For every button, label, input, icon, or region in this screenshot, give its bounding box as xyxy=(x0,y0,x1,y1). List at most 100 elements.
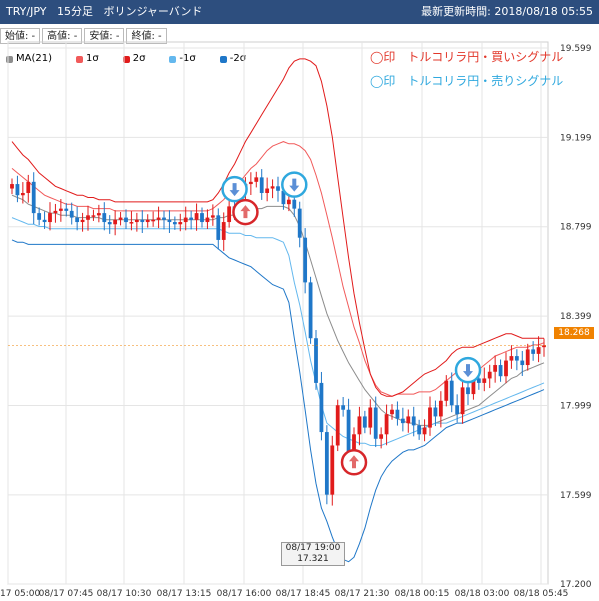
candle-body xyxy=(417,425,422,435)
candle-body xyxy=(145,219,150,223)
candle-body xyxy=(466,387,470,395)
candle-body xyxy=(10,184,14,189)
x-tick-label: 08/17 21:30 xyxy=(335,589,390,599)
candle-body xyxy=(297,208,302,238)
candle-body xyxy=(156,217,161,220)
candle-body xyxy=(286,199,291,205)
candle-body xyxy=(205,217,210,223)
candle-body xyxy=(134,219,139,223)
sell-signal-annotation: ◯印 トルコリラ円・売りシグナル xyxy=(370,74,564,88)
candle-body xyxy=(292,199,297,209)
tooltip-time: 08/17 19:00 xyxy=(285,543,341,553)
candle-body xyxy=(20,193,25,196)
x-tick-label: 17 05:00 xyxy=(0,589,41,599)
candle-body xyxy=(178,222,183,225)
down-arrow-icon xyxy=(229,183,240,197)
buy-signal-annotation: ◯印 トルコリラ円・買いシグナル xyxy=(370,50,564,64)
candle-body xyxy=(183,217,188,223)
legend-swatch xyxy=(122,55,130,63)
candle-body xyxy=(509,356,514,361)
candle-body xyxy=(129,222,134,224)
open-readout: 始値: - xyxy=(0,28,41,44)
candle-body xyxy=(140,219,145,223)
candle-body xyxy=(319,382,324,433)
candle-body xyxy=(107,222,112,225)
candle-body xyxy=(265,188,270,194)
candle-body xyxy=(520,360,525,366)
x-tick-label: 08/17 13:15 xyxy=(157,589,212,599)
legend-item: MA(21) xyxy=(6,52,52,66)
legend-label: MA(21) xyxy=(16,53,52,64)
low-readout: 安値: - xyxy=(84,28,125,44)
updated-value: 2018/08/18 05:55 xyxy=(494,5,593,18)
candle-body xyxy=(406,416,411,424)
legend-label: -1σ xyxy=(179,53,196,64)
candle-body xyxy=(400,418,405,424)
candle-body xyxy=(124,217,128,223)
candle-body xyxy=(357,416,362,435)
legend-item: 2σ xyxy=(122,52,145,66)
tooltip-value: 17.321 xyxy=(297,554,329,564)
candle-body xyxy=(48,213,52,223)
band-line xyxy=(11,239,545,563)
candle-body xyxy=(438,400,443,417)
candle-body xyxy=(259,177,264,194)
candle-body xyxy=(411,416,416,426)
candle-body xyxy=(162,217,166,220)
candle-body xyxy=(493,365,498,372)
legend-item: 1σ xyxy=(76,52,99,66)
candle-body xyxy=(449,380,454,406)
candle-body xyxy=(390,409,394,415)
indicator-label: ボリンジャーバンド xyxy=(103,5,203,18)
candle-body xyxy=(189,217,194,220)
candle-body xyxy=(151,219,156,222)
candle-body xyxy=(270,186,275,189)
candle-body xyxy=(542,345,546,348)
timeframe-label: 15分足 xyxy=(56,5,93,18)
candle-body xyxy=(455,405,460,415)
legend-swatch xyxy=(76,55,83,63)
candle-body xyxy=(531,349,536,354)
high-readout: 高値: - xyxy=(42,28,83,44)
candle-body xyxy=(384,414,389,435)
ohlc-readout: 始値: - 高値: - 安値: - 終値: - xyxy=(0,28,169,44)
y-tick-label: 18.799 xyxy=(560,223,592,233)
candle-body xyxy=(281,190,286,205)
down-arrow-icon xyxy=(463,364,473,378)
candle-body xyxy=(53,210,58,214)
band-line xyxy=(11,194,545,426)
candle-body xyxy=(200,213,204,223)
y-tick-label: 17.200 xyxy=(560,580,592,590)
legend: MA(21) 1σ 2σ -1σ -2σ xyxy=(0,52,264,66)
legend-swatch xyxy=(219,55,227,63)
candle-body xyxy=(428,407,432,428)
candle-body xyxy=(26,181,31,194)
down-arrow-icon xyxy=(289,178,300,192)
candle-body xyxy=(167,219,172,223)
x-tick-label: 08/17 18:45 xyxy=(276,589,331,599)
candle-body xyxy=(227,206,232,223)
close-readout: 終値: - xyxy=(126,28,167,44)
legend-item: -1σ xyxy=(169,52,196,66)
candle-body xyxy=(487,371,492,379)
candle-body xyxy=(86,215,90,220)
candle-body xyxy=(58,208,63,211)
last-price-label: 18.268 xyxy=(554,327,594,339)
candle-body xyxy=(498,365,503,377)
x-tick-label: 08/17 16:00 xyxy=(217,589,272,599)
x-tick-label: 08/17 07:45 xyxy=(39,589,94,599)
candle-body xyxy=(335,405,340,446)
candle-body xyxy=(102,213,107,223)
legend-label: 1σ xyxy=(86,53,99,64)
candle-body xyxy=(248,181,253,185)
candle-body xyxy=(42,219,47,223)
candle-body xyxy=(276,186,280,191)
y-tick-label: 18.399 xyxy=(560,312,592,322)
candle-body xyxy=(536,347,541,354)
candle-body xyxy=(525,349,530,366)
candle-body xyxy=(96,213,101,216)
y-tick-label: 19.199 xyxy=(560,133,592,143)
candle-body xyxy=(341,405,346,410)
candle-body xyxy=(172,222,177,225)
